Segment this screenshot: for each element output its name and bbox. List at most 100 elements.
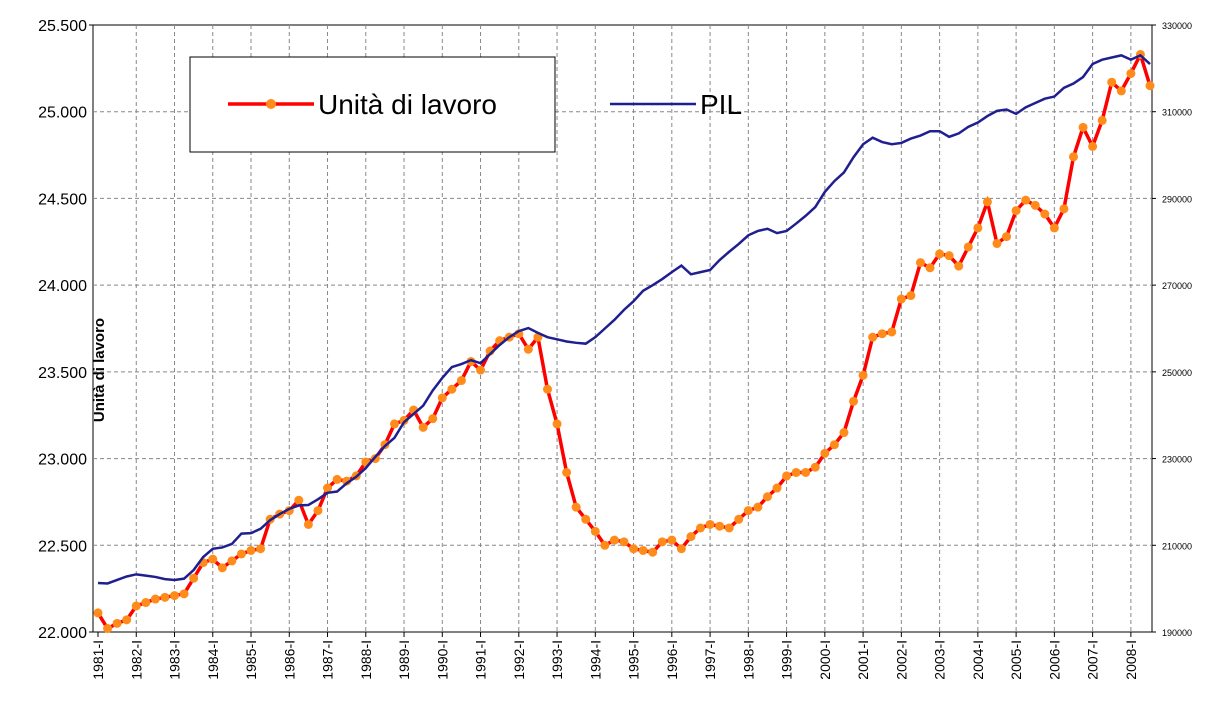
marker [1011,206,1021,216]
marker [791,467,801,477]
marker [342,476,352,486]
marker [1049,223,1059,233]
marker [829,440,839,450]
y-tick-label: 24.500 [38,191,87,208]
marker [696,523,706,533]
marker [1116,86,1126,96]
legend-marker [266,99,276,109]
y2-tick-label: 310000 [1162,108,1192,118]
marker [667,535,677,545]
marker [1126,69,1136,79]
y2-tick-label: 330000 [1162,21,1192,31]
marker [772,483,782,493]
marker [858,370,868,380]
marker [1059,204,1069,214]
marker [1068,152,1078,162]
y2-tick-label: 290000 [1162,194,1192,204]
marker [982,197,992,207]
marker [581,514,591,524]
marker [782,471,792,481]
marker [476,365,486,375]
marker [925,263,935,273]
marker [122,615,132,625]
x-tick-label: 1995-I [626,640,642,680]
y-tick-label: 22.000 [38,625,87,642]
x-tick-label: 2006-I [1046,640,1062,680]
marker [657,537,667,547]
marker [447,384,457,394]
x-tick-label: 1981-I [90,640,106,680]
marker [150,594,160,604]
marker [112,618,122,628]
marker [456,376,466,386]
x-tick-label: 2005-I [1008,640,1024,680]
x-tick-label: 2007-I [1085,640,1101,680]
y-axis-label: Unità di lavoro [91,318,108,422]
marker [896,294,906,304]
marker [648,547,658,557]
legend-label: Unità di lavoro [318,89,497,120]
marker [389,419,399,429]
y-tick-label: 24.000 [38,278,87,295]
marker [590,526,600,536]
marker [849,396,859,406]
marker [1021,195,1031,205]
marker [552,419,562,429]
marker [571,502,581,512]
marker [1002,232,1012,242]
y2-tick-label: 250000 [1162,368,1192,378]
y-tick-label: 23.000 [38,452,87,469]
marker [313,506,323,516]
y2-tick-label: 270000 [1162,281,1192,291]
marker [294,495,304,505]
y-tick-label: 23.500 [38,365,87,382]
x-tick-label: 1998-I [740,640,756,680]
y-tick-label: 25.500 [38,18,87,35]
marker [1107,77,1117,87]
marker [887,327,897,337]
marker [217,563,227,573]
marker [906,291,916,301]
marker [629,544,639,554]
marker [724,523,734,533]
marker [93,608,103,618]
x-tick-label: 2002-I [893,640,909,680]
marker [820,448,830,458]
marker [676,544,686,554]
marker [332,474,342,484]
marker [877,329,887,339]
x-tick-label: 2004-I [970,640,986,680]
marker [992,239,1002,249]
y-tick-label: 25.000 [38,105,87,122]
marker [256,544,266,554]
x-tick-label: 1984-I [205,640,221,680]
y2-tick-label: 190000 [1162,628,1192,638]
marker [303,519,313,529]
x-tick-label: 1986-I [281,640,297,680]
x-tick-label: 2003-I [932,640,948,680]
marker [523,344,533,354]
x-tick-label: 2000-I [817,640,833,680]
x-tick-label: 1999-I [779,640,795,680]
marker [227,556,237,566]
marker [1078,122,1088,132]
marker [801,467,811,477]
marker [428,414,438,424]
x-tick-label: 1983-I [167,640,183,680]
marker [418,422,428,432]
marker [743,506,753,516]
marker [103,624,113,634]
marker [160,592,170,602]
x-tick-label: 1993-I [549,640,565,680]
marker [179,589,189,599]
x-tick-label: 1996-I [664,640,680,680]
marker [915,258,925,268]
marker [762,492,772,502]
legend-label: PIL [700,89,742,120]
marker [189,573,199,583]
marker [170,591,180,601]
marker [208,554,218,564]
marker [399,415,409,425]
line [97,53,1151,585]
